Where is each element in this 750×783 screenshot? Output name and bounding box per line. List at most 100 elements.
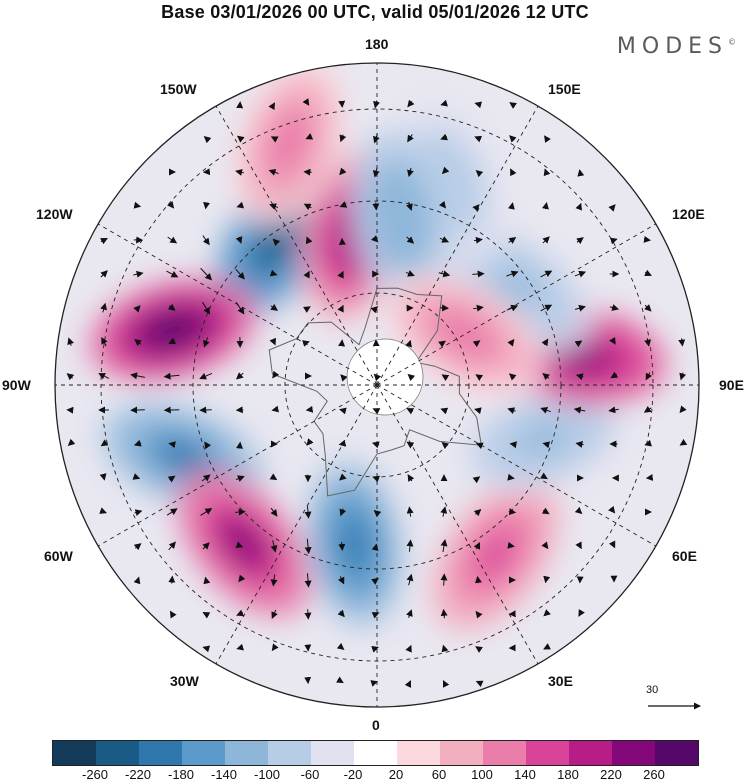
colorbar-swatch [483, 741, 526, 765]
wind-arrow [271, 609, 278, 619]
wind-arrow [269, 337, 276, 346]
wind-arrow [473, 304, 484, 312]
wind-arrow [540, 472, 548, 480]
wind-arrow [507, 202, 515, 210]
wind-arrow [167, 303, 176, 311]
wind-arrow [305, 236, 313, 245]
wind-arrow [132, 473, 141, 480]
lon-label-90e: 90E [719, 377, 744, 393]
anomaly-contour [476, 531, 515, 578]
wind-arrow [339, 407, 347, 415]
wind-arrow [370, 680, 379, 687]
wind-arrow [270, 303, 279, 311]
wind-arrow [167, 236, 178, 244]
wind-arrow [235, 169, 244, 176]
lon-label-30w: 30W [170, 673, 199, 689]
wind-arrow [576, 237, 584, 245]
wind-arrow [405, 270, 415, 277]
wind-arrow [645, 372, 653, 381]
wind-arrow [474, 101, 483, 109]
lon-label-60w: 60W [44, 548, 73, 564]
wind-arrow [133, 270, 144, 278]
wind-arrow [679, 438, 688, 446]
colorbar-tick-label: -20 [343, 767, 363, 782]
colorbar-tick-label: -140 [210, 767, 238, 782]
wind-arrow [507, 541, 515, 549]
wind-arrow [508, 236, 517, 244]
colorbar-tick-label: -180 [167, 767, 195, 782]
anomaly-contour [147, 314, 198, 346]
wind-arrow [608, 406, 619, 414]
wind-arrow [270, 136, 279, 143]
wind-arrow [573, 406, 586, 414]
colorbar-swatch [569, 741, 612, 765]
wind-arrow [406, 506, 414, 517]
meridian [215, 105, 378, 386]
colorbar-swatch [354, 741, 397, 765]
wind-arrow [440, 539, 448, 553]
wind-arrow [440, 99, 448, 107]
wind-arrow [609, 337, 616, 345]
wind-arrow [130, 372, 145, 380]
wind-arrow [236, 609, 244, 617]
wind-arrow [236, 643, 244, 651]
wind-arrow [609, 304, 620, 311]
wind-arrow [339, 167, 347, 176]
wind-arrow [339, 508, 347, 517]
wind-arrow [407, 99, 415, 108]
wind-arrow [542, 236, 550, 244]
wind-arrow [438, 270, 451, 278]
wind-arrow [472, 204, 480, 212]
wind-arrow [543, 643, 551, 650]
wind-arrow [441, 374, 450, 382]
lon-label-90w: 90W [2, 377, 31, 393]
colorbar-tick-label: 60 [431, 767, 447, 782]
wind-arrow [134, 339, 142, 347]
wind-arrow [133, 201, 142, 209]
wind-arrow [608, 540, 616, 549]
wind-arrow [67, 337, 74, 346]
colorbar-tick-label: -260 [81, 767, 109, 782]
colorbar-swatch [268, 741, 311, 765]
wind-arrow [336, 676, 344, 684]
wind-arrow [373, 510, 382, 518]
wind-arrow [373, 373, 382, 382]
wind-arrow [200, 508, 213, 516]
meridian [376, 384, 539, 665]
wind-arrow [472, 340, 481, 348]
wind-arrow [303, 270, 310, 279]
wind-arrow [574, 506, 583, 515]
meridian [376, 223, 657, 386]
lon-label-120w: 120W [36, 206, 73, 222]
wind-arrow [405, 644, 412, 653]
colorbar-tick-label: 100 [471, 767, 493, 782]
wind-arrow [407, 373, 416, 382]
wind-arrow [169, 610, 177, 619]
map-boundary [54, 62, 700, 708]
colorbar-tick-label: -100 [253, 767, 281, 782]
colorbar-swatch [53, 741, 96, 765]
colorbar-swatch [397, 741, 440, 765]
wind-arrow [574, 340, 583, 348]
colorbar-tick-label: 220 [600, 767, 622, 782]
wind-arrow [238, 574, 246, 583]
wind-arrow [270, 540, 278, 553]
wind-arrow [407, 167, 414, 178]
wind-arrow [304, 573, 312, 588]
wind-arrow [203, 136, 212, 144]
meridian [376, 105, 539, 386]
wind-arrow [168, 541, 176, 551]
wind-arrow [203, 337, 210, 348]
wind-arrow [643, 235, 651, 243]
wind-arrow [372, 167, 380, 178]
wind-arrow [509, 102, 517, 109]
colorbar-swatch [311, 741, 354, 765]
wind-arrow [306, 438, 314, 446]
wind-arrow [133, 439, 142, 447]
wind-arrow [236, 135, 245, 143]
wind-arrow [100, 237, 108, 245]
wind-arrow [644, 304, 652, 312]
wind-arrow [163, 372, 180, 380]
wind-arrow [543, 609, 551, 617]
